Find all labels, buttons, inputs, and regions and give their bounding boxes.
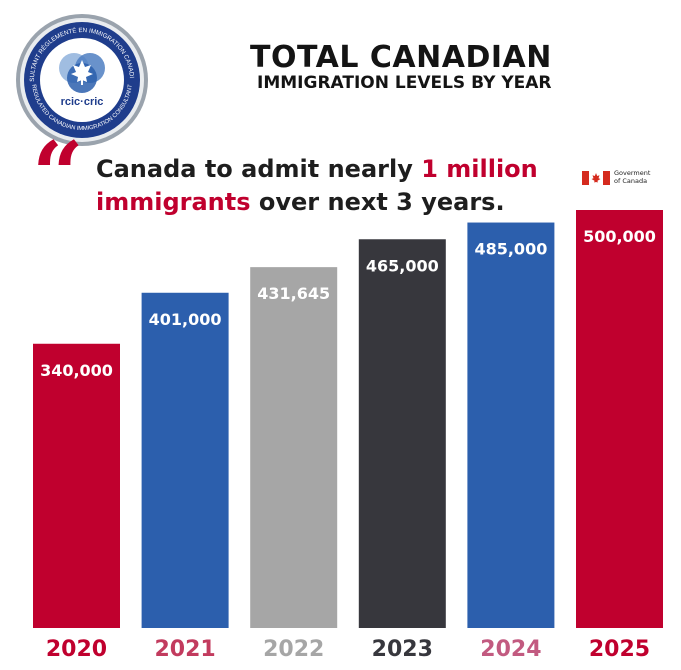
value-label-2021: 401,000 xyxy=(149,310,222,329)
government-of-canada-label: Goverment of Canada xyxy=(614,169,651,185)
value-label-2023: 465,000 xyxy=(366,256,439,275)
value-label-2025: 500,000 xyxy=(583,227,656,246)
value-label-2020: 340,000 xyxy=(40,361,113,380)
value-label-2022: 431,645 xyxy=(257,284,330,303)
bar-2023 xyxy=(358,239,446,628)
quote-mark-icon: “ xyxy=(32,122,84,228)
headline-quote: Canada to admit nearly 1 million immigra… xyxy=(96,153,538,219)
bar-2020 xyxy=(33,343,120,628)
year-label-2023: 2023 xyxy=(372,637,433,662)
year-label-2025: 2025 xyxy=(589,637,650,662)
year-label-2021: 2021 xyxy=(154,637,215,662)
canada-flag-icon xyxy=(582,171,610,185)
bar-2024 xyxy=(467,222,555,629)
rcic-logo: CONSULTANT RÉGLEMENTÉ EN IMMIGRATION CAN… xyxy=(12,10,148,146)
bar-2025 xyxy=(576,210,663,628)
year-label-2020: 2020 xyxy=(46,637,107,662)
value-label-2024: 485,000 xyxy=(474,240,547,259)
year-label-2022: 2022 xyxy=(263,637,324,662)
page-title: TOTAL CANADIAN xyxy=(250,40,552,75)
logo-wordmark: rcic·cric xyxy=(61,96,104,108)
quote-text-b: over next 3 years. xyxy=(250,188,505,216)
bar-2021 xyxy=(141,292,229,628)
bar-2022 xyxy=(250,267,338,628)
quote-text-a: Canada to admit nearly xyxy=(96,155,422,183)
year-label-2024: 2024 xyxy=(480,637,541,662)
page-subtitle: IMMIGRATION LEVELS BY YEAR xyxy=(257,73,552,93)
quote-highlight-a: 1 million xyxy=(421,155,538,183)
quote-highlight-b: immigrants xyxy=(96,188,251,216)
